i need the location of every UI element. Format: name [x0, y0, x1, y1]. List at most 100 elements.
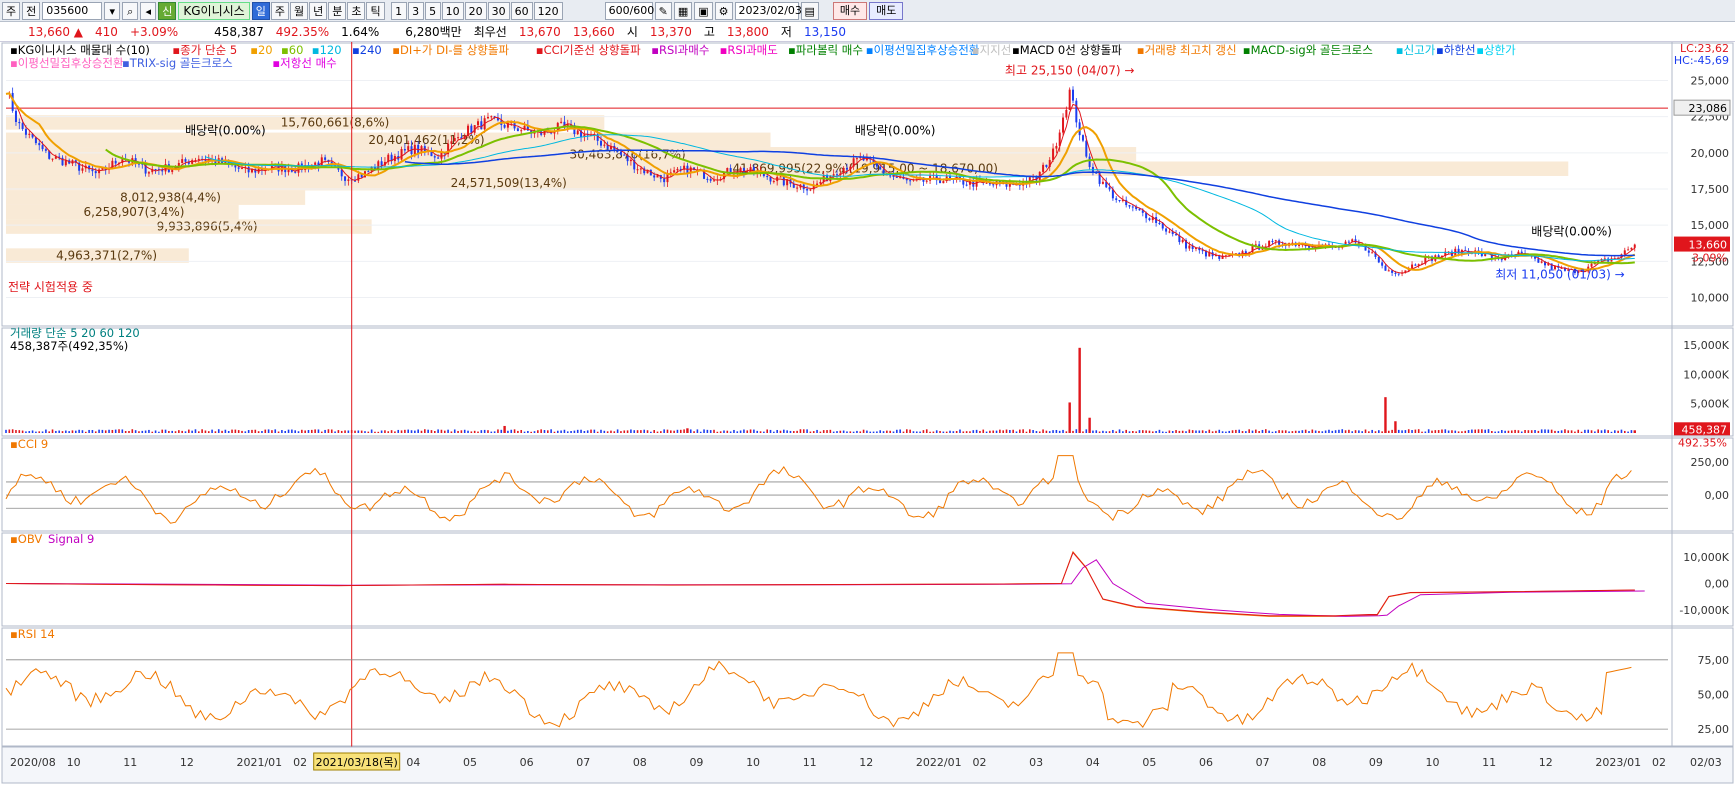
grid-icon[interactable]: ▦ [673, 1, 693, 20]
low-label: 저 [780, 25, 792, 39]
volume-bar [1594, 431, 1596, 433]
tab-4[interactable]: 분 [328, 1, 347, 20]
tab-0[interactable]: 일 [251, 1, 270, 20]
candle-body [1214, 255, 1217, 257]
volume-bar [606, 431, 609, 433]
highlight-date-box [313, 752, 401, 771]
save-icon[interactable]: ▣ [694, 1, 713, 20]
minute-30[interactable]: 30 [487, 1, 510, 20]
volume-bar [842, 430, 845, 433]
minute-1[interactable]: 1 [390, 1, 407, 20]
volume-bar [1268, 430, 1270, 433]
buy-button[interactable]: 매수 [832, 1, 868, 20]
x-tick-17: 02 [973, 756, 987, 769]
candle-body [151, 169, 154, 173]
candle-body [596, 134, 599, 141]
candle-body [1603, 258, 1606, 260]
tab-2[interactable]: 월 [289, 1, 309, 20]
tab-3[interactable]: 년 [309, 1, 328, 20]
candle-body [1118, 199, 1121, 201]
candle-body [1298, 244, 1301, 246]
minute-60[interactable]: 60 [510, 1, 533, 20]
price-label-1: 최저 11,050 (01/03) → [1495, 267, 1625, 281]
x-tick-10: 07 [576, 756, 590, 769]
candle-body [636, 169, 639, 171]
speaker-icon[interactable]: ◂ [140, 1, 157, 20]
volume-bar [161, 429, 164, 433]
volume-bar [1487, 429, 1490, 433]
volume-bar [846, 431, 848, 433]
candle-body [1008, 182, 1011, 187]
calendar-icon[interactable]: ▤ [800, 1, 819, 20]
volume-bar [1042, 429, 1044, 433]
legend-item-12: ▪지지선 [972, 43, 1012, 57]
dropdown-icon[interactable]: ▾ [104, 1, 121, 20]
volume-bar [1348, 429, 1350, 433]
minute-3[interactable]: 3 [407, 1, 424, 20]
search-icon[interactable]: ⌕ [122, 1, 139, 20]
date-input[interactable]: 2023/02/03 [734, 1, 802, 20]
sell-button[interactable]: 매도 [869, 1, 904, 20]
volume-bar [1161, 431, 1164, 433]
candle-body [1630, 247, 1633, 250]
code-input[interactable]: 035600 [42, 1, 103, 20]
volume-bar [1255, 429, 1257, 433]
vol-tick-1: 10,000K [1683, 368, 1729, 381]
volume-bar [1274, 431, 1277, 433]
candle-body [1198, 247, 1201, 251]
candle-body [909, 180, 912, 182]
candle-body [1254, 244, 1257, 246]
volume-bar [766, 429, 768, 433]
minute-10[interactable]: 10 [441, 1, 464, 20]
candle-body [1424, 257, 1427, 264]
volume-bar [427, 429, 429, 433]
volume-bar [862, 429, 865, 433]
gear-icon[interactable]: ⚙ [714, 1, 733, 20]
candle-body [586, 134, 589, 136]
candle-body [1397, 273, 1400, 275]
legend-item-1: ▪종가 단순 5 [172, 43, 237, 57]
minute-20[interactable]: 20 [464, 1, 487, 20]
volume-plot [5, 347, 1636, 433]
chart-area[interactable]: 15,760,661(8,6%)20,401,462(11,2%)30,463,… [0, 42, 1735, 785]
candle-body [623, 154, 626, 156]
tab-5[interactable]: 초 [347, 1, 366, 20]
volume-bar [507, 430, 509, 433]
tab-1[interactable]: 주 [270, 1, 289, 20]
volume-bar [118, 429, 120, 433]
period-select[interactable]: 주 [2, 1, 21, 20]
volume-bar [384, 430, 386, 433]
minute-5[interactable]: 5 [424, 1, 441, 20]
candle-body [1138, 209, 1141, 211]
candle-body [1534, 255, 1537, 259]
volume-bar [8, 429, 11, 433]
volume-bar [1441, 429, 1443, 433]
candle-body [137, 163, 140, 165]
volume-bar [247, 430, 250, 433]
volume-bar [1587, 429, 1590, 433]
prev-button[interactable]: 전 [22, 1, 41, 20]
tab-6[interactable]: 틱 [366, 1, 385, 20]
volume-spike-5 [1384, 397, 1387, 433]
candle-body [599, 140, 602, 146]
candle-body [58, 156, 61, 158]
volume-bar [1590, 430, 1593, 433]
volume-bar [1264, 429, 1267, 433]
minute-120[interactable]: 120 [533, 1, 563, 20]
chart-tool-icon[interactable]: ✎ [654, 1, 672, 20]
volume-bar [360, 430, 363, 433]
volume-bar [201, 429, 203, 433]
volume-bar [124, 430, 127, 433]
volume-bar [583, 430, 586, 433]
credit-badge: 신 [158, 1, 177, 20]
volume-bar [18, 430, 21, 433]
volume-bar [1251, 430, 1254, 433]
count-input[interactable]: 600/600 [604, 1, 654, 20]
volume-bar [789, 430, 792, 433]
volume-bar [1052, 430, 1054, 433]
candle-body [1560, 267, 1563, 269]
candle-body [320, 157, 323, 167]
volume-bar [114, 429, 117, 433]
volume-bar [487, 430, 489, 433]
volume-bar [287, 429, 290, 433]
